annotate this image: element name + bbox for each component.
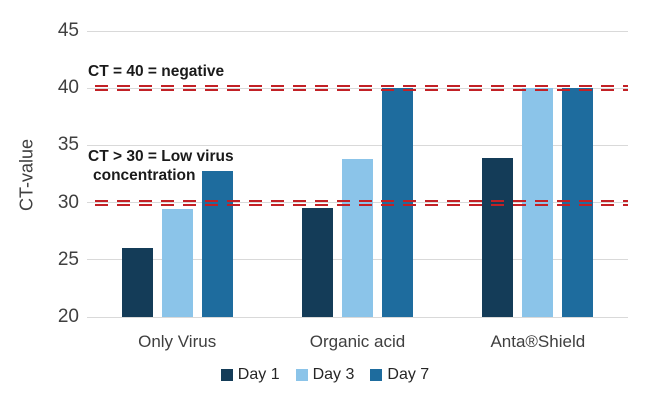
bar-day-1-only-virus: [121, 248, 153, 317]
reference-line-dash-row: [95, 85, 628, 88]
y-tick-label-35: 35: [57, 134, 79, 156]
bar-day-1-organic-acid: [302, 208, 333, 317]
annotation-ct40-text: CT = 40 = negative: [88, 63, 225, 80]
annotation-ct30-line2: concentration: [93, 167, 196, 184]
x-category-label-organic-acid: Organic acid: [309, 332, 406, 351]
legend-swatch-day-7: [370, 369, 383, 381]
bar-day-7-only-virus: [201, 170, 233, 317]
bar-day-7-anta-shield: [562, 88, 594, 317]
gridline-35: [87, 144, 628, 146]
annotation-ct30-line1: CT > 30 = Low virus: [88, 148, 234, 165]
plot-area: [87, 30, 628, 318]
x-axis-labels: Only Virus Organic acid Anta®Shield: [87, 332, 628, 356]
legend: Day 1 Day 3 Day 7: [0, 366, 650, 384]
y-tick-label-45: 45: [57, 20, 79, 41]
legend-label-day-1: Day 1: [237, 366, 280, 383]
gridline-40: [87, 87, 628, 89]
bar-day-1-anta-shield: [482, 157, 514, 317]
bar-day-7-organic-acid: [382, 88, 413, 317]
y-tick-label-25: 25: [57, 248, 79, 270]
reference-line-dash-row: [95, 199, 628, 202]
y-axis-ticks: 45 40 35 30 25 20: [0, 0, 79, 417]
annotation-ct40-negative: CT = 40 = negative: [88, 62, 224, 81]
reference-line-30: [95, 199, 628, 206]
gridline-45: [87, 30, 628, 32]
bar-day-3-only-virus: [161, 209, 193, 317]
y-tick-label-30: 30: [57, 191, 79, 213]
gridline-20: [87, 316, 628, 318]
x-category-label-only-virus: Only Virus: [138, 332, 217, 351]
legend-swatch-day-1: [220, 369, 233, 381]
legend-item-day-3: Day 3: [295, 366, 355, 384]
bar-day-3-anta-shield: [522, 88, 554, 317]
reference-line-dash-row: [95, 203, 628, 206]
legend-swatch-day-3: [295, 369, 308, 381]
y-tick-label-20: 20: [57, 306, 79, 327]
legend-item-day-7: Day 7: [370, 366, 429, 384]
legend-label-day-7: Day 7: [387, 366, 430, 383]
x-category-label-anta-shield: Anta®Shield: [490, 332, 586, 351]
bar-day-3-organic-acid: [342, 159, 373, 317]
legend-label-day-3: Day 3: [312, 366, 355, 383]
reference-line-dash-row: [95, 89, 628, 92]
legend-item-day-1: Day 1: [220, 366, 280, 384]
annotation-ct30-low-virus: CT > 30 = Low virus concentration: [88, 147, 234, 185]
reference-line-40: [95, 85, 628, 92]
y-tick-label-40: 40: [57, 77, 79, 99]
